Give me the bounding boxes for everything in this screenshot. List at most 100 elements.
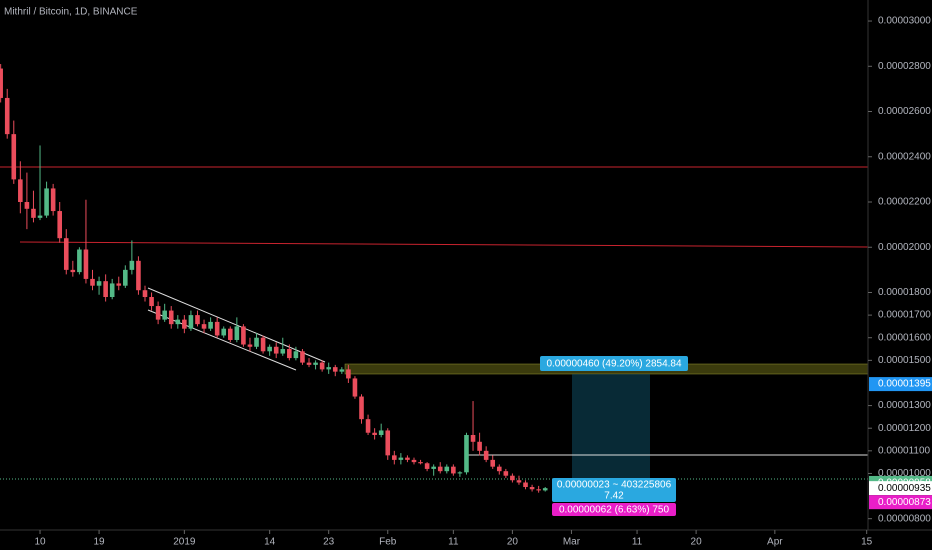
candle-body bbox=[37, 215, 43, 218]
annotation-box bbox=[552, 503, 676, 516]
candle-body bbox=[313, 362, 318, 365]
candle-body bbox=[162, 310, 167, 320]
x-tick-label: Feb bbox=[379, 537, 397, 548]
x-tick-label: 20 bbox=[691, 537, 703, 548]
candle-body bbox=[168, 310, 174, 325]
candle-body bbox=[359, 396, 364, 420]
x-tick-label: Apr bbox=[767, 537, 783, 548]
candle-body bbox=[182, 319, 187, 329]
candle-body bbox=[44, 188, 49, 216]
candle-body bbox=[24, 202, 30, 209]
candle-body bbox=[175, 319, 181, 325]
x-tick-label: 10 bbox=[34, 537, 46, 548]
candle-body bbox=[90, 278, 95, 286]
candle-body bbox=[437, 466, 443, 472]
candle-body bbox=[503, 471, 509, 476]
candle-body bbox=[280, 349, 286, 354]
y-tick-label: 0.00002400 bbox=[878, 151, 931, 162]
x-tick-label: 11 bbox=[448, 537, 459, 548]
candle-body bbox=[77, 249, 82, 273]
candle-body bbox=[346, 369, 351, 379]
candle-body bbox=[103, 281, 108, 298]
price-tag-label: 0.00000873 bbox=[878, 497, 931, 508]
x-tick-label: 11 bbox=[632, 537, 643, 548]
y-tick-label: 0.00001100 bbox=[878, 445, 931, 456]
x-tick-label: 14 bbox=[264, 537, 276, 548]
chart-title: Mithril / Bitcoin, 1D, BINANCE bbox=[4, 7, 138, 18]
candle-body bbox=[234, 326, 240, 340]
candle-body bbox=[18, 179, 23, 203]
x-tick-label: Mar bbox=[563, 537, 581, 548]
candle-body bbox=[155, 306, 161, 320]
annotation-box bbox=[540, 356, 688, 371]
candle-body bbox=[365, 419, 371, 433]
y-tick-label: 0.00001300 bbox=[878, 400, 931, 411]
y-tick-label: 0.00002600 bbox=[878, 106, 931, 117]
y-tick-label: 0.00001500 bbox=[878, 355, 931, 366]
y-tick-label: 0.00002000 bbox=[878, 242, 931, 253]
candle-body bbox=[464, 434, 469, 473]
candle-body bbox=[241, 326, 246, 345]
candle-body bbox=[477, 441, 482, 451]
candle-body bbox=[451, 466, 456, 474]
candle-body bbox=[188, 315, 194, 329]
y-tick-label: 0.00001600 bbox=[878, 332, 931, 343]
candles bbox=[0, 64, 548, 493]
candle-body bbox=[109, 283, 115, 298]
annotation: 7.42 bbox=[604, 491, 624, 502]
candle-body bbox=[149, 297, 154, 307]
candle-body bbox=[123, 269, 128, 286]
candle-body bbox=[352, 378, 358, 397]
candle-body bbox=[378, 430, 384, 435]
candle-body bbox=[431, 466, 436, 469]
candle-body bbox=[70, 269, 76, 273]
x-tick-label: 2019 bbox=[173, 537, 196, 548]
candle-body bbox=[0, 68, 3, 98]
candle-body bbox=[96, 281, 102, 286]
candle-body bbox=[418, 462, 423, 464]
price-tag bbox=[869, 377, 932, 392]
candle-body bbox=[63, 238, 69, 270]
resistance-line bbox=[19, 241, 869, 248]
price-tag-label: 0.00000935 bbox=[878, 483, 931, 494]
candle-body bbox=[195, 315, 200, 325]
candle-body bbox=[536, 489, 541, 491]
candle-body bbox=[523, 482, 528, 488]
y-tick-label: 0.00003000 bbox=[878, 16, 931, 27]
candle-body bbox=[405, 457, 410, 460]
annotation: 0.00000460 (49.20%) 2854.84 bbox=[546, 359, 682, 370]
candle-body bbox=[372, 432, 377, 435]
candle-body bbox=[444, 466, 450, 472]
candle-body bbox=[319, 362, 325, 370]
x-tick-label: 23 bbox=[323, 537, 335, 548]
y-tick-label: 0.00000800 bbox=[878, 513, 931, 524]
candle-body bbox=[136, 260, 141, 291]
price-tag bbox=[869, 481, 932, 496]
candle-body bbox=[208, 321, 213, 329]
candle-body bbox=[300, 351, 305, 363]
candle-body bbox=[385, 430, 391, 456]
candle-body bbox=[214, 321, 220, 336]
candle-body bbox=[267, 346, 272, 352]
candle-body bbox=[339, 369, 345, 372]
candle-body bbox=[306, 362, 312, 365]
candle-body bbox=[516, 480, 522, 483]
y-tick-label: 0.00002800 bbox=[878, 61, 931, 72]
candle-body bbox=[457, 472, 463, 474]
x-tick-label: 20 bbox=[507, 537, 519, 548]
annotation: 0.00000062 (6.63%) 750 bbox=[559, 505, 670, 516]
candle-body bbox=[273, 346, 279, 354]
candle-body bbox=[293, 351, 299, 359]
candle-body bbox=[529, 487, 535, 490]
position-box bbox=[572, 374, 650, 478]
candle-body bbox=[227, 328, 233, 340]
candle-body bbox=[83, 249, 89, 279]
candle-body bbox=[221, 328, 227, 336]
y-tick-label: 0.00002200 bbox=[878, 197, 931, 208]
candle-body bbox=[326, 367, 331, 370]
y-tick-label: 0.00001200 bbox=[878, 423, 931, 434]
candle-body bbox=[287, 349, 292, 359]
y-tick-label: 0.00001000 bbox=[878, 468, 931, 479]
x-tick-label: 15 bbox=[861, 537, 873, 548]
